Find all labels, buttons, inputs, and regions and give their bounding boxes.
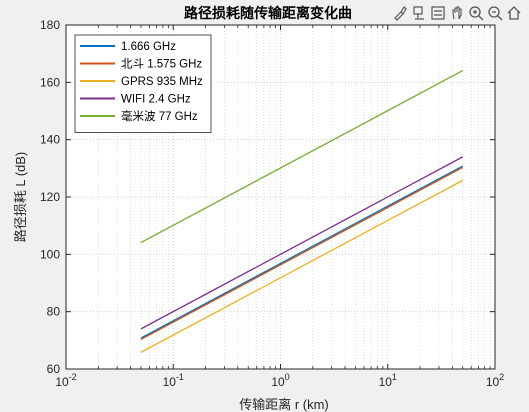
x-tick-label: 102 xyxy=(486,372,504,389)
legend-toggle-button[interactable] xyxy=(429,4,447,22)
series-line xyxy=(140,165,464,339)
x-tick-base: 10 xyxy=(486,375,500,389)
x-tick-label: 10-2 xyxy=(55,372,76,389)
legend-toggle-icon xyxy=(431,6,445,20)
legend-entry-label: GPRS 935 MHz xyxy=(121,76,203,88)
y-tick-label: 80 xyxy=(47,305,61,319)
axes-toolbar xyxy=(391,3,523,23)
x-tick-base: 10 xyxy=(55,375,69,389)
x-tick-base: 10 xyxy=(271,375,285,389)
datatip-button[interactable] xyxy=(410,4,428,22)
x-tick-exponent: -1 xyxy=(176,372,184,382)
series-line xyxy=(140,179,464,353)
datatip-icon xyxy=(413,6,424,20)
x-tick-exponent: -2 xyxy=(69,372,77,382)
x-tick-labels: 10-2 10-1 100 101 102 xyxy=(55,372,504,389)
series-line xyxy=(140,70,464,244)
chart-title: 路径损耗随传输距离变化曲 xyxy=(184,5,352,21)
home-icon xyxy=(507,6,521,20)
legend-entry-label: 北斗 1.575 GHz xyxy=(121,58,202,71)
y-tick-label: 60 xyxy=(47,362,61,376)
series-line xyxy=(140,166,464,341)
series-line xyxy=(140,156,464,330)
x-tick-exponent: 1 xyxy=(392,372,397,382)
brush-button[interactable] xyxy=(391,4,409,22)
legend-entry-label: 毫米波 77 GHz xyxy=(121,109,198,123)
zoom-in-button[interactable] xyxy=(467,4,485,22)
pan-button[interactable] xyxy=(448,4,466,22)
tick-marks xyxy=(65,24,496,370)
x-tick-exponent: 2 xyxy=(499,372,504,382)
pan-hand-icon xyxy=(452,6,462,20)
x-tick-exponent: 0 xyxy=(285,372,290,382)
y-tick-label: 180 xyxy=(40,18,60,32)
x-tick-base: 10 xyxy=(163,375,177,389)
zoom-out-icon xyxy=(488,6,503,21)
x-axis-label: 传输距离 r (km) xyxy=(239,397,329,412)
y-tick-label: 140 xyxy=(40,133,60,147)
y-tick-label: 120 xyxy=(40,190,60,204)
x-tick-base: 10 xyxy=(379,375,393,389)
x-tick-label: 101 xyxy=(379,372,397,389)
home-button[interactable] xyxy=(505,4,523,22)
x-tick-label: 10-1 xyxy=(163,372,184,389)
legend-entry-label: 1.666 GHz xyxy=(121,41,176,53)
zoom-out-button[interactable] xyxy=(486,4,504,22)
legend-entry-label: WIFI 2.4 GHz xyxy=(121,94,191,106)
series-lines xyxy=(140,70,464,353)
zoom-in-icon xyxy=(469,6,484,21)
y-tick-labels: 60 80 100 120 140 160 180 xyxy=(40,18,60,376)
brush-icon xyxy=(394,6,407,21)
x-tick-label: 100 xyxy=(271,372,289,389)
y-tick-label: 100 xyxy=(40,247,60,261)
y-tick-label: 160 xyxy=(40,75,60,89)
y-axis-label: 路径损耗 L (dB) xyxy=(13,152,28,243)
legend[interactable]: 1.666 GHz 北斗 1.575 GHz GPRS 935 MHz WIFI 2.… xyxy=(74,34,212,133)
